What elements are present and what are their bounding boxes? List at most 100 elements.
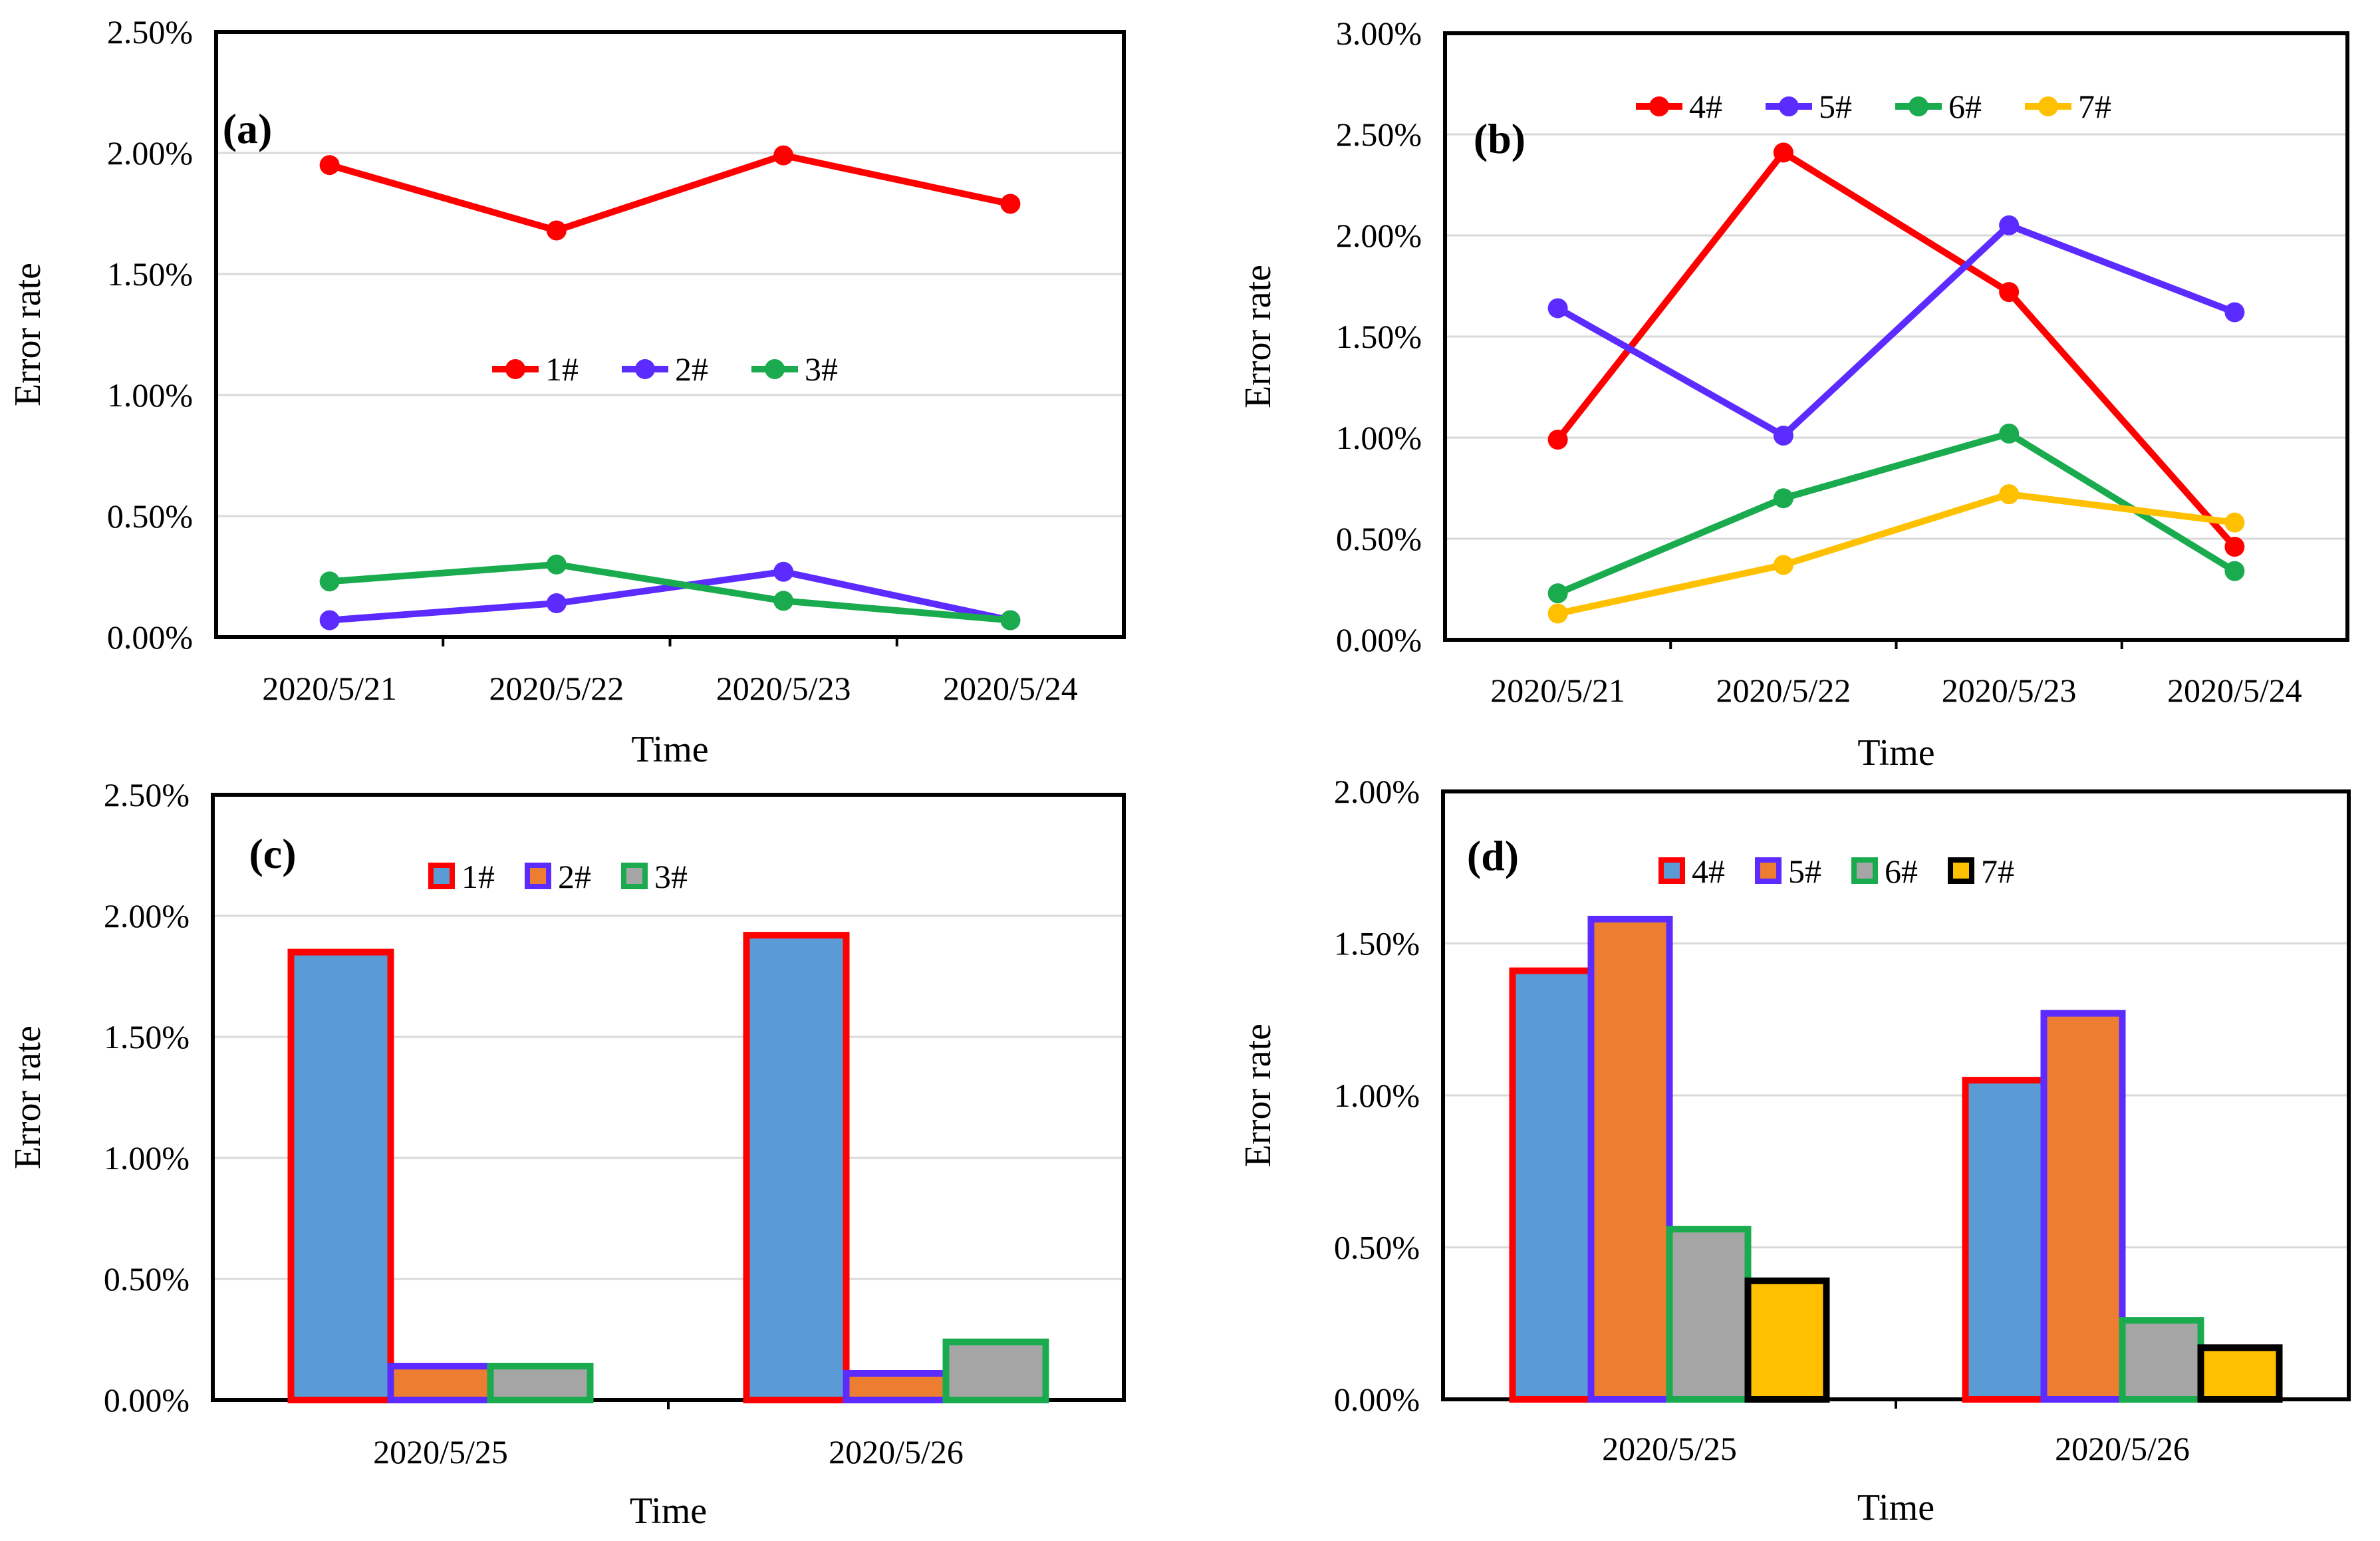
legend-swatch-3# [621,863,648,889]
data-point-1# [1000,194,1021,214]
y-axis-title: Error rate [1238,1024,1279,1167]
legend-label: 3# [654,858,688,895]
y-tick-label: 1.00% [1334,1077,1420,1114]
data-point-5# [1773,425,1793,446]
legend-swatch-2# [525,863,551,889]
data-point-7# [2224,512,2245,533]
series-line-4# [1555,149,2238,549]
data-point-4# [2224,537,2245,557]
series-line-2# [329,568,1011,624]
x-tick-label: 2020/5/21 [262,670,397,707]
y-tick-label: 2.50% [104,776,190,813]
x-tick-label: 2020/5/21 [1490,672,1625,709]
legend-label: 1# [462,858,495,895]
bar-5# [2040,1010,2126,1403]
series-line-5# [1556,221,2236,439]
data-point-7# [1999,484,2020,505]
x-tick-label: 2020/5/26 [2055,1430,2190,1467]
x-tick-label: 2020/5/22 [489,670,624,707]
y-tick-label: 3.00% [1336,15,1422,52]
data-point-6# [1773,488,1793,509]
y-tick-label: 1.50% [1336,318,1422,355]
panel-d-bar-chart: 0.00% 0.50% 1.00% 1.50% 2.00% Time Error rate (… [1238,773,2351,1528]
data-point-1# [319,155,340,176]
legend-label: 2# [558,858,591,895]
y-tick-label: 0.50% [1336,520,1422,557]
legend-marker-6# [1909,96,1928,116]
legend-label: 5# [1819,88,1852,125]
panel-a-line-chart: 0.00% 0.50% 1.00% 1.50% 2.00% 2.50% Time Error … [7,13,1126,770]
bar-4# [1509,967,1595,1403]
bar-3# [942,1338,1049,1404]
y-tick-label: 1.00% [107,376,193,414]
x-tick-label: 2020/5/25 [373,1433,508,1471]
x-tick-label: 2020/5/23 [1942,672,2077,709]
x-tick-label: 2020/5/22 [1716,672,1851,709]
x-tick-label: 2020/5/25 [1602,1430,1737,1467]
x-axis-title: Time [630,1490,707,1532]
panel-c-bar-chart: 0.00% 0.50% 1.00% 1.50% 2.00% 2.50% Time Error … [7,776,1126,1532]
legend-swatch-4# [1658,857,1685,884]
legend-swatch-1# [428,863,455,889]
y-tick-label: 0.00% [1336,621,1422,658]
legend-label: 2# [675,350,708,388]
y-tick-label: 0.50% [104,1260,190,1298]
legend-marker-1# [505,359,525,379]
data-point-4# [1999,282,2020,303]
data-point-6# [1999,423,2020,444]
data-point-2# [319,610,340,630]
legend-label: 3# [805,350,838,388]
data-point-5# [1547,298,1568,319]
y-tick-label: 2.00% [107,134,193,172]
y-tick-label: 1.50% [104,1018,190,1055]
data-point-7# [1547,603,1568,624]
series-line-3# [329,561,1011,624]
data-point-3# [1000,610,1021,630]
bar-2# [387,1363,494,1404]
y-axis-title: Error rate [7,1026,49,1169]
legend-label: 6# [1948,88,1982,125]
legend-label: 4# [1689,88,1722,125]
legend-swatch-6# [1851,857,1878,884]
series-line-6# [1556,430,2236,597]
y-tick-label: 0.50% [1334,1229,1420,1266]
bar-4# [1962,1077,2048,1403]
x-tick-label: 2020/5/24 [943,670,1078,707]
y-tick-label: 2.00% [1336,217,1422,254]
x-tick-label: 2020/5/24 [2167,672,2302,709]
bar-2# [843,1369,950,1403]
y-tick-label: 2.50% [107,13,193,51]
data-point-5# [1999,215,2020,235]
bar-7# [2197,1344,2283,1403]
legend-marker-4# [1649,96,1669,116]
data-point-3# [546,554,567,575]
bar-5# [1587,915,1673,1403]
data-point-6# [1547,583,1568,604]
y-axis-title: Error rate [7,263,49,406]
y-tick-label: 0.50% [107,497,193,535]
legend-label: 1# [545,350,579,388]
plot-frame [214,30,1126,639]
legend-label: 5# [1788,853,1821,890]
panel-tag: (b) [1474,115,1525,162]
data-point-5# [2224,302,2245,323]
data-point-1# [546,220,567,241]
legend-label: 4# [1692,853,1725,890]
panel-b-line-chart: 0.00% 0.50% 1.00% 1.50% 2.00% 2.50% 3.00% Time E… [1238,15,2349,773]
panel-tag: (d) [1467,832,1519,879]
x-axis-title: Time [1857,1487,1934,1528]
y-tick-label: 0.00% [1334,1381,1420,1418]
bar-6# [1666,1226,1752,1403]
legend-marker-3# [765,359,785,379]
data-point-3# [319,571,340,592]
y-tick-label: 2.50% [1336,116,1422,153]
data-point-1# [773,145,794,166]
bar-6# [2119,1317,2204,1403]
legend-marker-2# [635,359,655,379]
x-axis-title: Time [1857,732,1934,773]
y-tick-label: 0.00% [107,619,193,656]
legend-label: 7# [2078,88,2111,125]
bar-1# [287,948,394,1403]
y-tick-label: 1.50% [107,255,193,293]
